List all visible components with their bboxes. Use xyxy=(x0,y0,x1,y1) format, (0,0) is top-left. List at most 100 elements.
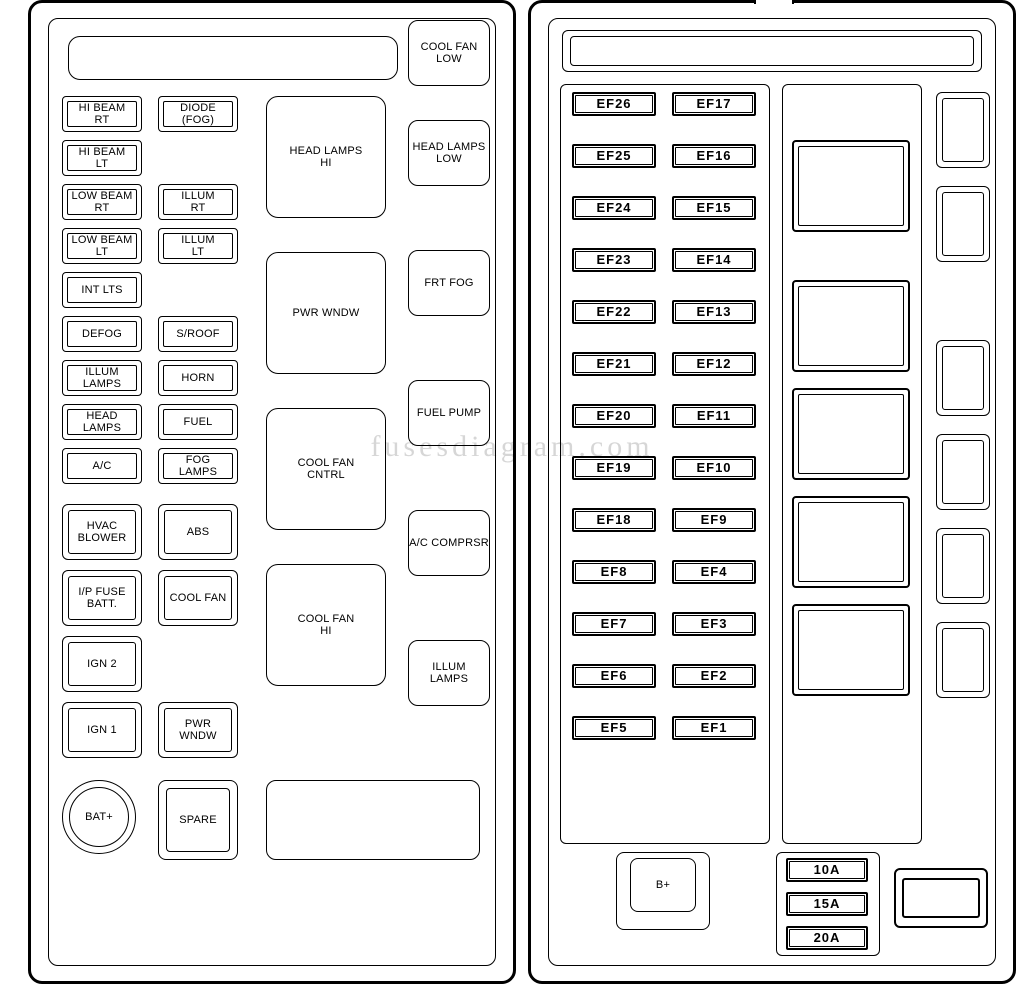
right-panel-top-slot-inner xyxy=(570,36,974,66)
right-panel-notch xyxy=(754,0,794,4)
tallfuse-c1-inner: HVAC BLOWER xyxy=(68,510,136,554)
ef-EF2-inner-label: EF2 xyxy=(676,668,752,684)
ef-EF14-inner-label: EF14 xyxy=(676,252,752,268)
relay-med-4-label: A/C COMPRSR xyxy=(409,511,489,575)
ef-EF10-inner: EF10 xyxy=(675,459,753,477)
tallfuse-c1-inner-label: HVAC BLOWER xyxy=(69,511,135,553)
fuse-c2-inner-label: DIODE (FOG) xyxy=(164,102,232,126)
amp-10A-inner: 10A xyxy=(789,861,865,879)
ef-EF5-inner: EF5 xyxy=(575,719,653,737)
relay-big-0: HEAD LAMPS HI xyxy=(266,96,386,218)
tallfuse-c2-inner: ABS xyxy=(164,510,232,554)
fuse-c1-inner: HI BEAM LT xyxy=(67,145,137,171)
amp-20A-inner: 20A xyxy=(789,929,865,947)
ef-EF23-inner: EF23 xyxy=(575,251,653,269)
side-slot-3-inner xyxy=(942,440,984,504)
tallfuse-c1-inner-label: IGN 1 xyxy=(69,709,135,751)
fuse-c2-inner: ILLUM RT xyxy=(163,189,233,215)
fuse-c2-inner-label: S/ROOF xyxy=(164,322,232,346)
ef-EF26-inner-label: EF26 xyxy=(576,96,652,112)
ef-EF20-inner-label: EF20 xyxy=(576,408,652,424)
ef-EF5-inner-label: EF5 xyxy=(576,720,652,736)
tallfuse-c2-inner: PWR WNDW xyxy=(164,708,232,752)
tallfuse-c2-inner-label: ABS xyxy=(165,511,231,553)
tallfuse-c1-inner-label: I/P FUSE BATT. xyxy=(69,577,135,619)
relay-4-inner xyxy=(798,610,904,690)
left-bottom-slot xyxy=(266,780,480,860)
fuse-c1-inner-label: LOW BEAM LT xyxy=(68,234,136,258)
tallfuse-c1-inner-label: IGN 2 xyxy=(69,643,135,685)
ef-EF11-inner: EF11 xyxy=(675,407,753,425)
ef-EF7-inner: EF7 xyxy=(575,615,653,633)
relay-big-0-label: HEAD LAMPS HI xyxy=(267,97,385,217)
relay-1-inner xyxy=(798,286,904,366)
ef-EF19-inner-label: EF19 xyxy=(576,460,652,476)
fuse-c2-inner-label: ILLUM RT xyxy=(164,190,232,214)
ef-EF20-inner: EF20 xyxy=(575,407,653,425)
fuse-c1-inner-label: A/C xyxy=(68,454,136,478)
ef-EF10-inner-label: EF10 xyxy=(676,460,752,476)
ef-EF6-inner: EF6 xyxy=(575,667,653,685)
connector-inner xyxy=(902,878,980,918)
ef-EF9-inner-label: EF9 xyxy=(676,512,752,528)
ef-EF21-inner-label: EF21 xyxy=(576,356,652,372)
side-slot-1-inner xyxy=(942,192,984,256)
relay-big-1-label: PWR WNDW xyxy=(267,253,385,373)
fuse-c1-inner: LOW BEAM RT xyxy=(67,189,137,215)
relay-med-4: A/C COMPRSR xyxy=(408,510,490,576)
relay-big-3-label: COOL FAN HI xyxy=(267,565,385,685)
relay-big-3: COOL FAN HI xyxy=(266,564,386,686)
ef-EF15-inner: EF15 xyxy=(675,199,753,217)
ef-EF4-inner-label: EF4 xyxy=(676,564,752,580)
ef-EF1-inner: EF1 xyxy=(675,719,753,737)
fuse-c2-inner-label: FUEL xyxy=(164,410,232,434)
relay-med-0: COOL FAN LOW xyxy=(408,20,490,86)
ef-EF24-inner: EF24 xyxy=(575,199,653,217)
fuse-c2-inner-label: HORN xyxy=(164,366,232,390)
bplus: B+ xyxy=(630,858,696,912)
ef-EF7-inner-label: EF7 xyxy=(576,616,652,632)
fuse-c1-inner: LOW BEAM LT xyxy=(67,233,137,259)
ef-EF25-inner: EF25 xyxy=(575,147,653,165)
fuse-c2-inner-label: FOG LAMPS xyxy=(164,454,232,478)
relay-med-2: FRT FOG xyxy=(408,250,490,316)
ef-EF1-inner-label: EF1 xyxy=(676,720,752,736)
bat-plus-inner: BAT+ xyxy=(69,787,129,847)
relay-big-1: PWR WNDW xyxy=(266,252,386,374)
fuse-c2-inner-label: ILLUM LT xyxy=(164,234,232,258)
ef-EF23-inner-label: EF23 xyxy=(576,252,652,268)
relay-big-2: COOL FAN CNTRL xyxy=(266,408,386,530)
fuse-c2-inner: HORN xyxy=(163,365,233,391)
ef-EF8-inner: EF8 xyxy=(575,563,653,581)
spare-slot-inner-label: SPARE xyxy=(167,789,229,851)
fuse-c1-inner: INT LTS xyxy=(67,277,137,303)
ef-EF6-inner-label: EF6 xyxy=(576,668,652,684)
ef-EF22-inner: EF22 xyxy=(575,303,653,321)
side-slot-2-inner xyxy=(942,346,984,410)
ef-EF15-inner-label: EF15 xyxy=(676,200,752,216)
relay-0-inner xyxy=(798,146,904,226)
fuse-c1-inner: DEFOG xyxy=(67,321,137,347)
ef-EF17-inner: EF17 xyxy=(675,95,753,113)
ef-EF2-inner: EF2 xyxy=(675,667,753,685)
fuse-c1-inner-label: HI BEAM RT xyxy=(68,102,136,126)
side-slot-0-inner xyxy=(942,98,984,162)
ef-EF19-inner: EF19 xyxy=(575,459,653,477)
tallfuse-c2-inner-label: PWR WNDW xyxy=(165,709,231,751)
ef-EF26-inner: EF26 xyxy=(575,95,653,113)
fuse-c1-inner-label: LOW BEAM RT xyxy=(68,190,136,214)
side-slot-5-inner xyxy=(942,628,984,692)
fuse-c2-inner: S/ROOF xyxy=(163,321,233,347)
ef-EF9-inner: EF9 xyxy=(675,511,753,529)
fuse-c2-inner: FOG LAMPS xyxy=(163,453,233,479)
fuse-c2-inner: FUEL xyxy=(163,409,233,435)
fuse-c1-inner-label: HEAD LAMPS xyxy=(68,410,136,434)
ef-EF17-inner-label: EF17 xyxy=(676,96,752,112)
amp-15A-inner: 15A xyxy=(789,895,865,913)
fuse-c1-inner: HI BEAM RT xyxy=(67,101,137,127)
relay-med-3: FUEL PUMP xyxy=(408,380,490,446)
left-panel-top-slot xyxy=(68,36,398,80)
fuse-c2-inner: ILLUM LT xyxy=(163,233,233,259)
relay-med-3-label: FUEL PUMP xyxy=(409,381,489,445)
bplus-label: B+ xyxy=(631,859,695,911)
